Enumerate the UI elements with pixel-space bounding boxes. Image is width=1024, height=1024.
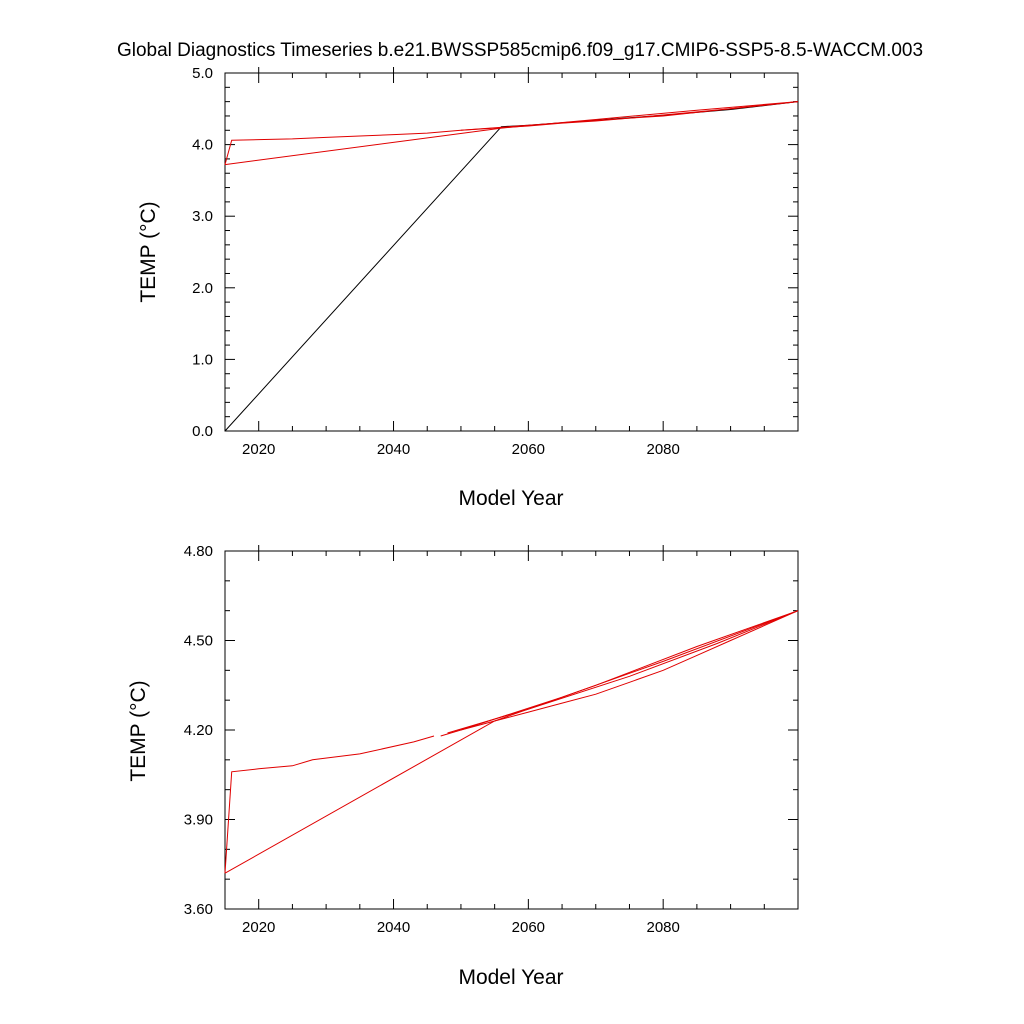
- bottom-series-line-4: [460, 610, 799, 731]
- top-panel: 2020 2040 2060 2080 0.0 1.0 2.0 3.0 4.0 5.0 Model…: [137, 65, 799, 510]
- bottom-ticks: [224, 545, 799, 910]
- bottom-y-tick-label: 4.80: [184, 543, 213, 560]
- bottom-plot-frame: [224, 550, 799, 910]
- top-x-tick-label: 2080: [646, 441, 679, 458]
- bottom-x-axis-title: Model Year: [458, 966, 563, 989]
- bottom-y-tick-label: 3.90: [184, 812, 213, 829]
- top-series-line-2: [224, 101, 799, 166]
- bottom-x-tick-label: 2080: [646, 919, 679, 936]
- bottom-y-tick-label: 4.20: [184, 722, 213, 739]
- bottom-panel: 2020 2040 2060 2080 3.60 3.90 4.20 4.50 4.80 Mod…: [127, 543, 799, 989]
- bottom-series-line-0: [224, 735, 435, 874]
- top-series-line-0: [224, 101, 799, 432]
- top-tick-labels: 2020 2040 2060 2080 0.0 1.0 2.0 3.0 4.0 5.0: [192, 65, 680, 458]
- bottom-y-tick-label: 3.60: [184, 901, 213, 918]
- top-series-lines: [224, 101, 799, 432]
- bottom-y-axis-title: TEMP (°C): [127, 680, 150, 781]
- top-y-tick-label: 5.0: [192, 65, 213, 82]
- top-series-line-3: [460, 101, 799, 131]
- top-y-tick-label: 3.0: [192, 208, 213, 225]
- bottom-y-tick-label: 4.50: [184, 633, 213, 650]
- top-y-axis-title: TEMP (°C): [137, 201, 160, 302]
- top-ticks: [224, 67, 799, 432]
- top-y-tick-label: 2.0: [192, 280, 213, 297]
- top-x-tick-label: 2040: [377, 441, 410, 458]
- top-plot-frame: [224, 72, 799, 432]
- bottom-series-line-2: [224, 610, 799, 874]
- top-x-tick-label: 2060: [512, 441, 545, 458]
- bottom-x-tick-label: 2040: [377, 919, 410, 936]
- top-y-tick-label: 4.0: [192, 137, 213, 154]
- bottom-x-tick-label: 2060: [512, 919, 545, 936]
- bottom-series-line-1: [440, 610, 799, 737]
- figure-title: Global Diagnostics Timeseries b.e21.BWSS…: [117, 40, 923, 61]
- bottom-series-lines: [224, 610, 799, 874]
- top-series-line-1: [224, 101, 799, 165]
- top-y-tick-label: 0.0: [192, 423, 213, 440]
- top-y-tick-label: 1.0: [192, 351, 213, 368]
- top-x-axis-title: Model Year: [458, 487, 563, 510]
- bottom-x-tick-label: 2020: [242, 919, 275, 936]
- bottom-tick-labels: 2020 2040 2060 2080 3.60 3.90 4.20 4.50 4.80: [184, 543, 680, 936]
- top-x-tick-label: 2020: [242, 441, 275, 458]
